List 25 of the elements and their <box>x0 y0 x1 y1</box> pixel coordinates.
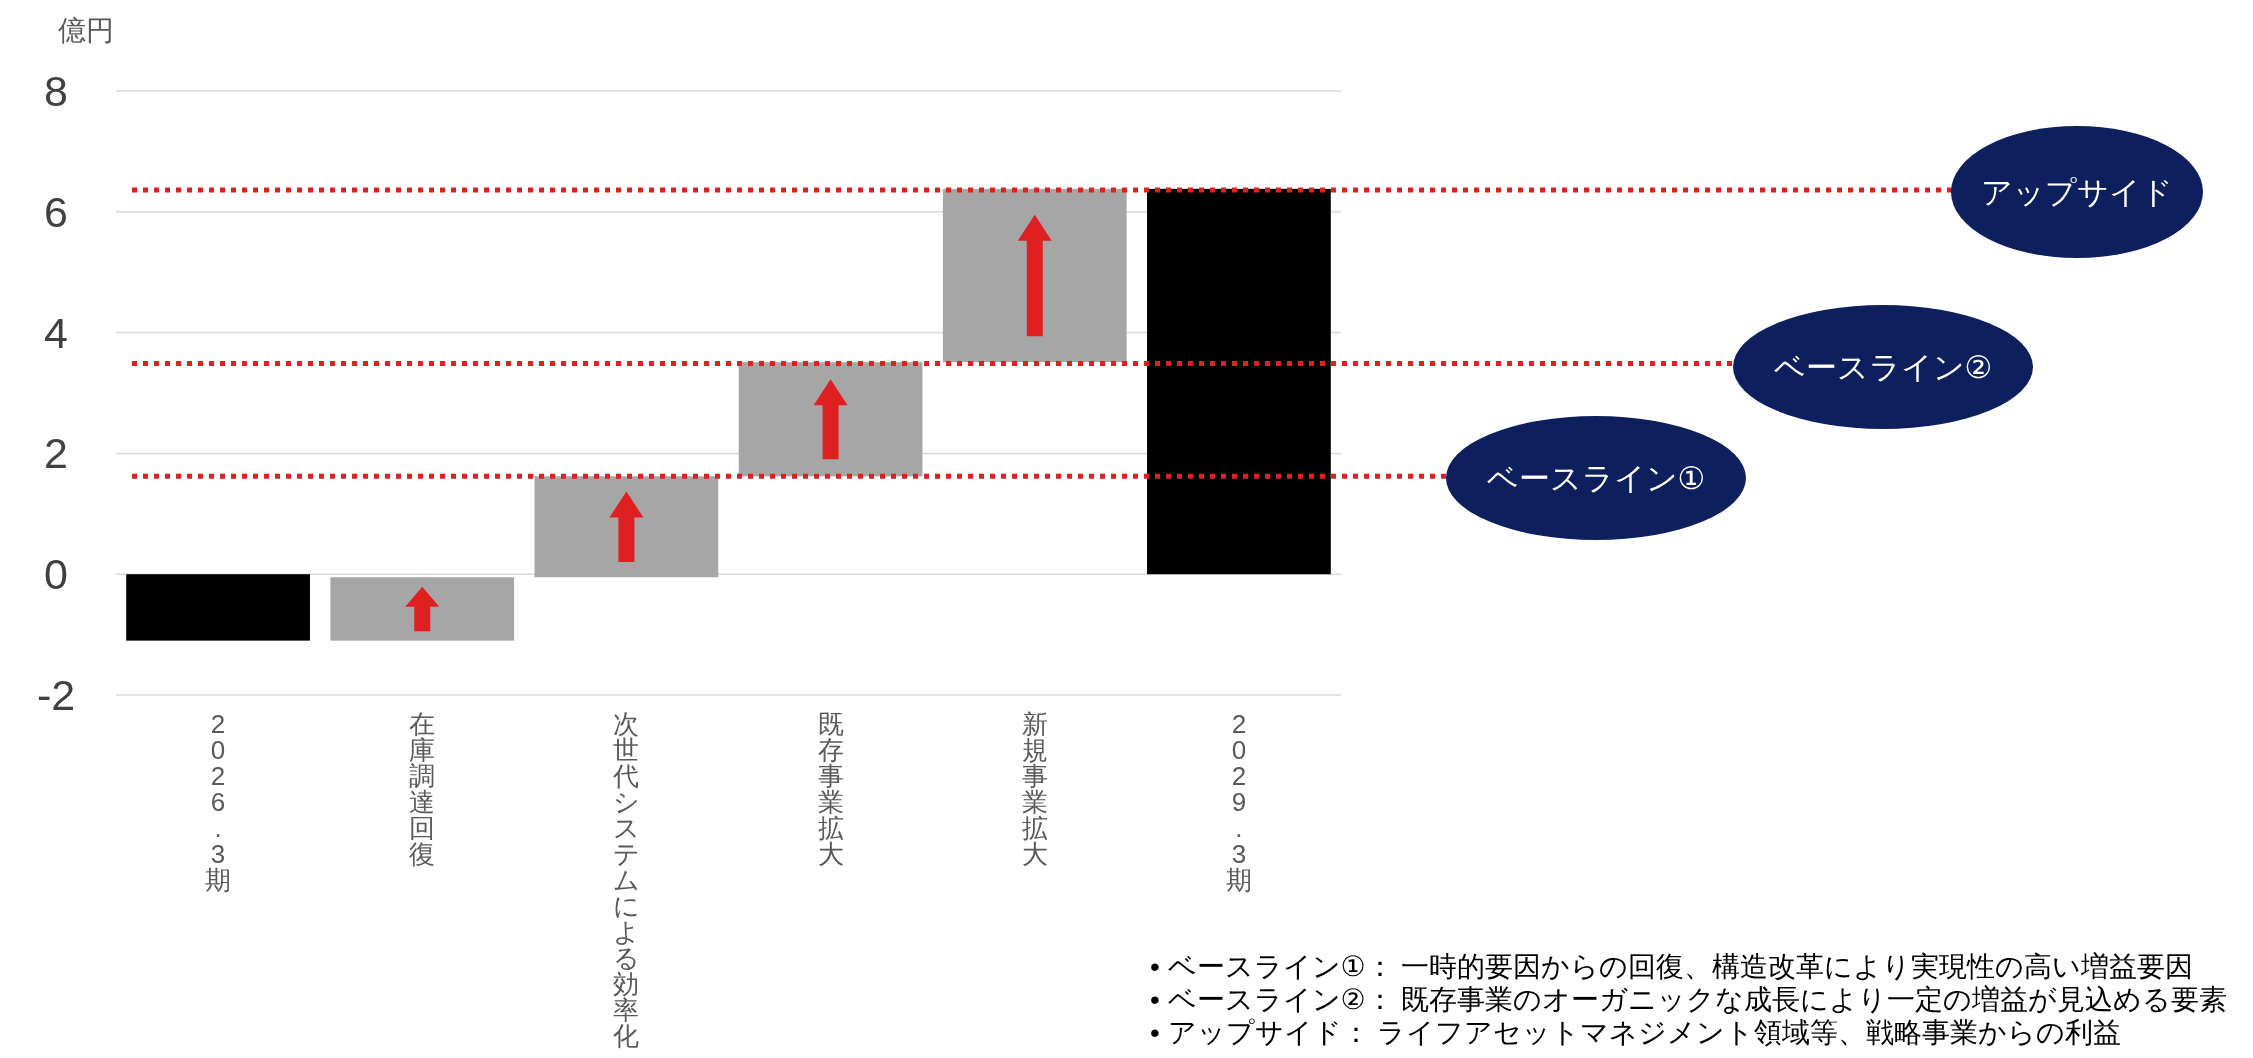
ref-line-label: アップサイド <box>1981 174 2173 210</box>
x-tick-label: 既存事業拡大 <box>817 709 844 870</box>
bar <box>330 577 515 641</box>
x-tick-label: 2026.3期 <box>205 709 232 896</box>
x-tick-label: 在庫調達回復 <box>409 709 436 870</box>
text: • アップサイド： ライフアセットマネジメント領域等、戦略事業からの利益 <box>1150 1017 2122 1048</box>
ref-line-label: ベースライン① <box>1486 460 1706 496</box>
y-tick-label: -2 <box>36 671 76 720</box>
y-axis-title: 億円 <box>58 15 114 46</box>
x-tick-label: 新規事業拡大 <box>1021 709 1048 870</box>
y-tick-label: 6 <box>44 187 68 236</box>
text: • ベースライン①： 一時的要因からの回復、構造改革により実現性の高い増益要因 <box>1150 951 2194 982</box>
y-tick-label: 2 <box>44 429 68 478</box>
y-tick-label: 0 <box>44 550 68 599</box>
bar <box>942 188 1127 363</box>
category-label: 次世代システムによる効率化 <box>612 709 640 1052</box>
bar <box>534 476 719 578</box>
text: • ベースライン②： 既存事業のオーガニックな成長により一定の増益が見込める要素 <box>1150 984 2228 1015</box>
y-tick-label: 8 <box>44 67 68 116</box>
ref-line-label: ベースライン② <box>1773 349 1993 385</box>
bar <box>738 362 923 477</box>
bar <box>126 574 310 641</box>
bar <box>1147 188 1331 575</box>
y-tick-label: 4 <box>44 308 68 357</box>
x-tick-label: 2029.3期 <box>1225 709 1252 896</box>
